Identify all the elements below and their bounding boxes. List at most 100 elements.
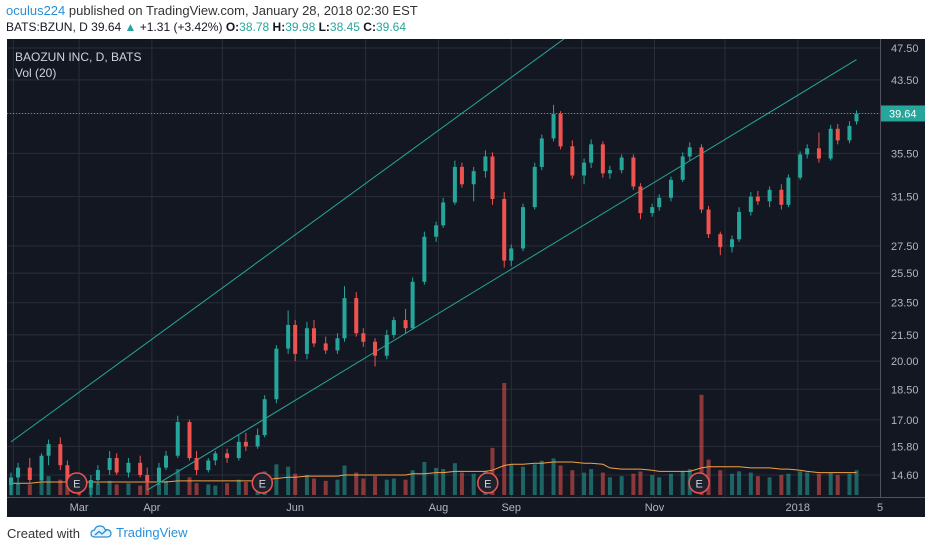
candle-body: [342, 298, 347, 339]
price-tick-label: 21.50: [891, 330, 919, 342]
candle-body: [206, 460, 211, 471]
candle-body: [767, 189, 772, 202]
volume-bar: [323, 480, 328, 495]
volume-bar: [342, 465, 347, 495]
candle-body: [459, 166, 464, 185]
candle-body: [521, 207, 526, 249]
candle-body: [422, 236, 427, 282]
candle-body: [304, 328, 309, 354]
price-tick-label: 20.00: [891, 356, 919, 368]
time-tick-label: Mar: [70, 502, 89, 514]
candle-body: [582, 162, 587, 176]
chart-panel[interactable]: E E E E 47.50 43.50 35.50 31.50 27.50 25.50 23.50…: [7, 29, 925, 517]
candle-body: [854, 113, 859, 122]
candle-body: [748, 196, 753, 212]
candle-body: [373, 341, 378, 356]
price-tick-label: 35.50: [891, 148, 919, 160]
volume-bar: [502, 383, 507, 495]
candle-body: [786, 177, 791, 205]
candle-body: [187, 422, 192, 459]
candle-body: [532, 166, 537, 208]
low-value: 38.45: [329, 20, 360, 34]
volume-bar: [422, 461, 427, 495]
volume-bar: [718, 470, 723, 495]
volume-bar: [755, 476, 760, 495]
candlestick-chart[interactable]: E E E E 47.50 43.50 35.50 31.50 27.50 25.50 23.50…: [7, 29, 925, 517]
volume-bar: [373, 476, 378, 495]
candle-body: [828, 128, 833, 159]
candle-body: [490, 156, 495, 199]
price-tick-label: 47.50: [891, 43, 919, 55]
candle-body: [225, 453, 230, 459]
volume-bar: [509, 464, 514, 495]
tradingview-logo[interactable]: TradingView: [90, 524, 188, 540]
volume-bar: [706, 459, 711, 495]
candle-body: [262, 399, 267, 436]
candle-body: [293, 324, 298, 354]
candle-body: [65, 465, 70, 483]
candle-body: [311, 328, 316, 344]
candle-body: [631, 157, 636, 187]
candle-body: [539, 138, 544, 167]
candles: [9, 104, 859, 499]
price-tick-label: 27.50: [891, 241, 919, 253]
time-tick-label: 5: [877, 502, 883, 514]
candle-body: [384, 334, 389, 356]
channel-line: [10, 29, 578, 443]
candle-body: [558, 113, 563, 147]
volume-bar: [452, 463, 457, 495]
tradingview-brand[interactable]: TradingView: [116, 524, 188, 540]
price-tick-label: 15.80: [891, 441, 919, 453]
candle-body: [236, 441, 241, 459]
volume-bar: [657, 477, 662, 495]
high-label: H:: [272, 20, 286, 34]
volume-bar: [699, 394, 704, 495]
price-tick-label: 25.50: [891, 268, 919, 280]
candle-body: [687, 147, 692, 157]
volume-bar: [532, 464, 537, 495]
volume-bar: [225, 483, 230, 495]
candle-body: [274, 348, 279, 400]
volume-bar: [194, 483, 199, 495]
price-tick-label: 18.50: [891, 384, 919, 396]
last-price-badge-label: 39.64: [889, 108, 917, 120]
candle-body: [835, 128, 840, 141]
price-tick-label: 17.00: [891, 415, 919, 427]
volume-ma-line: [11, 461, 857, 484]
earnings-label: E: [259, 479, 266, 491]
volume-bar: [434, 467, 439, 495]
earnings-label: E: [73, 479, 80, 491]
candle-body: [156, 467, 161, 483]
volume-bar: [243, 482, 248, 495]
time-axis-separator: [7, 497, 925, 498]
candle-body: [600, 144, 605, 174]
volume-bar: [286, 466, 291, 495]
earnings-marker: [688, 472, 710, 494]
author-link[interactable]: oculus224: [6, 3, 66, 18]
tradingview-cloud-icon: [90, 525, 112, 538]
close-label: C:: [363, 20, 376, 34]
volume-bar: [650, 474, 655, 495]
earnings-marker: [477, 472, 499, 494]
candle-body: [138, 462, 143, 475]
candle-body: [452, 166, 457, 203]
volume-bar: [668, 473, 673, 495]
candle-body: [847, 125, 852, 141]
time-axis[interactable]: Mar Apr Jun Aug Sep Nov 2018 5: [70, 502, 883, 514]
volume-bar: [854, 470, 859, 495]
candle-body: [58, 444, 63, 466]
candle-body: [607, 170, 612, 174]
candle-body: [9, 477, 13, 486]
candle-body: [650, 207, 655, 214]
open-label: O:: [225, 20, 240, 34]
volume-bar: [680, 471, 685, 495]
candle-body: [164, 455, 169, 468]
price-axis[interactable]: 47.50 43.50 35.50 31.50 27.50 25.50 23.50 21.50…: [881, 43, 925, 482]
volume-bar: [311, 478, 316, 495]
volume-bar: [206, 484, 211, 495]
volume-bar: [274, 464, 279, 495]
candle-body: [509, 248, 514, 261]
candle-body: [483, 156, 488, 172]
candle-body: [619, 157, 624, 171]
volume-bar: [410, 470, 415, 495]
